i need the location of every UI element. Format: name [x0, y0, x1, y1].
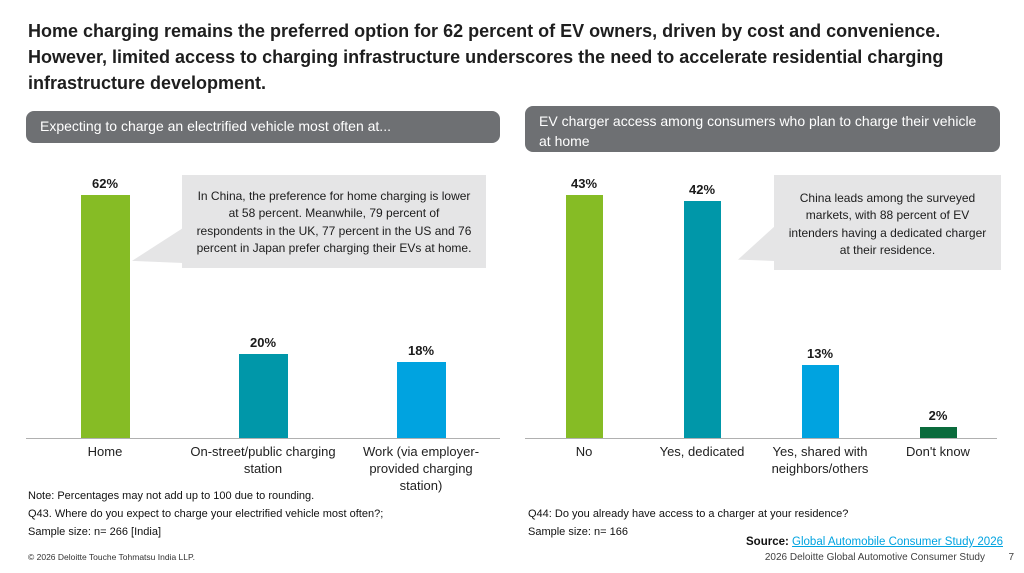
- sample-size-right: Sample size: n= 166: [528, 526, 628, 539]
- left-bar-chart: 62% 20% 18%: [26, 176, 500, 439]
- study-title: 2026 Deloitte Global Automotive Consumer…: [764, 552, 985, 563]
- question-q43: Q43. Where do you expect to charge your …: [28, 508, 384, 521]
- bar-home: [80, 195, 130, 438]
- bar-column-on-street-public-charging-station: 20%: [184, 176, 342, 438]
- right-bar-chart: 43% 42% 13% 2%: [525, 176, 997, 439]
- bar-column-yes-dedicated: 42%: [643, 176, 761, 438]
- bar-column-don-t-know: 2%: [879, 176, 997, 438]
- bar-value-label: 2%: [928, 408, 948, 423]
- source-line: Source: Global Automobile Consumer Study…: [746, 536, 1003, 548]
- source-label: Source:: [746, 536, 793, 548]
- bar-yes-shared-with-neighbors-others: [801, 365, 839, 438]
- axis-label-don-t-know: Don't know: [906, 444, 970, 459]
- axis-label-no: No: [575, 444, 593, 459]
- right-chart-axis-labels: No Yes, dedicated Yes, shared with neighbo…: [525, 444, 997, 478]
- axis-label-yes-dedicated: Yes, dedicated: [659, 444, 745, 459]
- right-chart-header: EV charger access among consumers who pl…: [525, 106, 1000, 152]
- bar-on-street-public-charging-station: [238, 354, 288, 438]
- page-title: Home charging remains the preferred opti…: [28, 21, 944, 94]
- axis-label-work-via-employer-provided-charging-station: Work (via employer-provided charging sta…: [362, 444, 480, 493]
- bar-no: [565, 195, 603, 438]
- bar-value-label: 18%: [407, 343, 435, 358]
- bar-yes-dedicated: [683, 201, 721, 438]
- right-callout: China leads among the surveyed markets, …: [774, 175, 1001, 270]
- bar-value-label: 43%: [570, 176, 598, 191]
- bar-column-home: 62%: [26, 176, 184, 438]
- bar-value-label: 62%: [91, 176, 119, 191]
- bar-column-work-via-employer-provided-charging-station: 18%: [342, 176, 500, 438]
- sample-size-left: Sample size: n= 266 [India]: [28, 526, 161, 539]
- bar-value-label: 13%: [806, 346, 834, 361]
- axis-label-on-street-public-charging-station: On-street/public charging station: [190, 444, 336, 476]
- left-chart-axis-labels: Home On-street/public charging station Wor…: [26, 444, 500, 495]
- page-number: 7: [1008, 552, 1014, 563]
- bar-value-label: 42%: [688, 182, 716, 197]
- bar-work-via-employer-provided-charging-station: [396, 362, 446, 438]
- bar-column-no: 43%: [525, 176, 643, 438]
- copyright-notice: © 2026 Deloitte Touche Tohmatsu India LL…: [28, 552, 195, 562]
- left-footnotes: Note: Percentages may not add up to 100 …: [28, 487, 383, 541]
- source-link[interactable]: Global Automobile Consumer Study 2026: [792, 536, 1003, 548]
- right-footnotes: Q44: Do you already have access to a cha…: [528, 505, 848, 541]
- left-chart-header: Expecting to charge an electrified vehic…: [26, 111, 500, 143]
- axis-label-yes-shared-with-neighbors-others: Yes, shared with neighbors/others: [771, 444, 869, 476]
- bar-column-yes-shared-with-neighbors-others: 13%: [761, 176, 879, 438]
- question-q44: Q44: Do you already have access to a cha…: [528, 508, 849, 520]
- left-callout: In China, the preference for home chargi…: [182, 175, 486, 268]
- axis-label-home: Home: [87, 444, 123, 459]
- bar-value-label: 20%: [249, 335, 277, 350]
- rounding-note: Note: Percentages may not add up to 100 …: [28, 490, 315, 502]
- bar-don-t-know: [919, 427, 957, 438]
